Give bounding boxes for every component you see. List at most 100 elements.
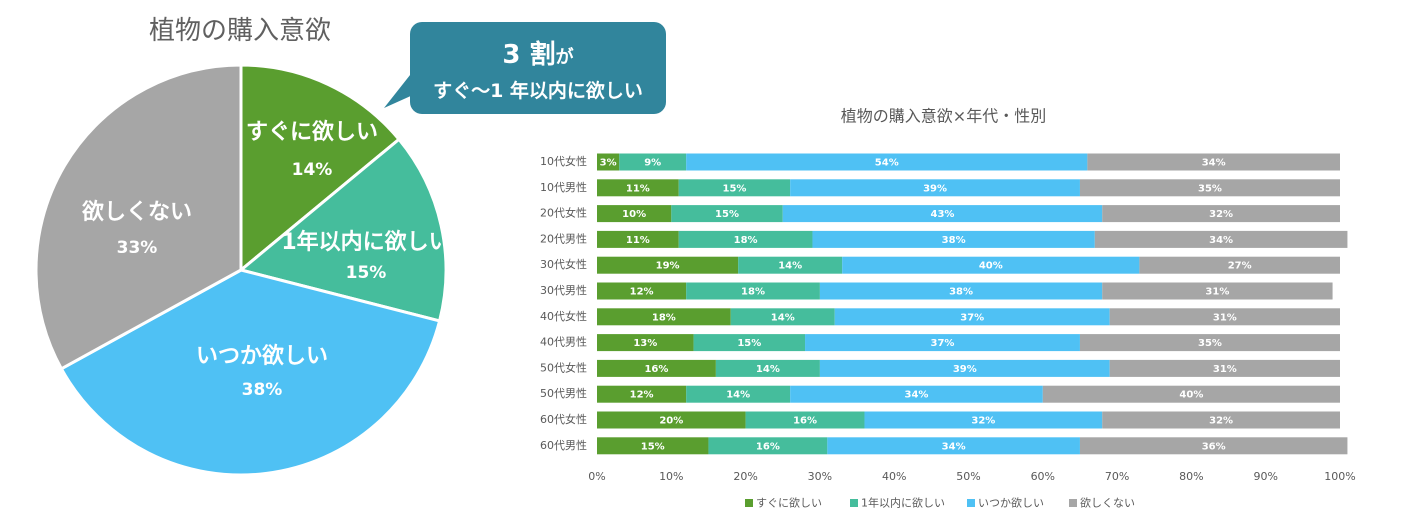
bar-data-label: 34% (905, 390, 929, 401)
bar-segment (597, 334, 694, 352)
bar-data-label: 15% (641, 441, 665, 452)
bar-data-label: 14% (778, 261, 802, 272)
pie-slice-value: 15% (346, 263, 387, 283)
bar-data-label: 15% (715, 209, 739, 220)
bar-data-label: 38% (949, 287, 973, 298)
category-label: 50代女性 (540, 360, 587, 374)
category-label: 60代女性 (540, 412, 587, 426)
bar-data-label: 16% (644, 364, 668, 375)
bar-data-label: 32% (1209, 209, 1233, 220)
bar-data-label: 12% (630, 390, 654, 401)
bar-data-label: 34% (942, 441, 966, 452)
bar-data-label: 35% (1198, 183, 1222, 194)
bar-data-label: 12% (630, 287, 654, 298)
bar-chart-title: 植物の購入意欲×年代・性別 (841, 107, 1046, 126)
category-label: 60代男性 (540, 438, 587, 452)
x-tick-label: 40% (882, 470, 906, 483)
bar-data-label: 32% (1209, 416, 1233, 427)
bar-segment (1109, 359, 1340, 377)
bar-data-label: 32% (971, 416, 995, 427)
x-tick-label: 20% (733, 470, 757, 483)
x-tick-label: 60% (1031, 470, 1055, 483)
pie-slice-label: 1年以内に欲しい (281, 229, 450, 255)
bar-segment (1102, 282, 1333, 300)
bar-data-label: 19% (656, 261, 680, 272)
bar-data-label: 15% (737, 338, 761, 349)
bar-segment (597, 411, 746, 429)
bar-segment (1102, 205, 1340, 223)
x-tick-label: 10% (659, 470, 683, 483)
pie-slice (34, 63, 243, 371)
bar-segment (686, 153, 1088, 171)
bar-segment (597, 385, 687, 403)
bar-segment (1102, 411, 1340, 429)
bar-data-label: 40% (979, 261, 1003, 272)
bar-data-label: 18% (741, 287, 765, 298)
bar-segment (686, 282, 820, 300)
legend-swatch (967, 499, 975, 507)
bar-segment (1079, 437, 1348, 455)
bar-segment (597, 230, 679, 248)
bar-data-label: 3% (600, 158, 617, 169)
pie-slice (59, 268, 442, 477)
bar-segment (671, 205, 783, 223)
bar-data-label: 14% (756, 364, 780, 375)
bar-segment (1139, 256, 1340, 274)
category-label: 30代男性 (540, 283, 587, 297)
legend-swatch (1069, 499, 1077, 507)
bar-data-label: 15% (722, 183, 746, 194)
pie-chart-title: 植物の購入意欲 (148, 16, 331, 46)
x-tick-label: 50% (956, 470, 980, 483)
bar-segment (834, 308, 1110, 326)
bar-data-label: 40% (1179, 390, 1203, 401)
callout-box: 3 割が すぐ〜1 年以内に欲しい (410, 22, 666, 114)
bar-segment (597, 359, 716, 377)
pie-slice-value: 14% (292, 160, 333, 180)
bar-segment (790, 385, 1043, 403)
bar-segment (597, 205, 672, 223)
bar-data-label: 11% (626, 235, 650, 246)
category-label: 50代男性 (540, 386, 587, 400)
bar-segment (738, 256, 843, 274)
bar-data-label: 18% (734, 235, 758, 246)
bar-segment (693, 334, 806, 352)
bar-segment (730, 308, 835, 326)
bar-data-label: 13% (633, 338, 657, 349)
pie-slice-value: 38% (242, 380, 283, 400)
legend-swatch (850, 499, 858, 507)
bar-data-label: 34% (1202, 158, 1226, 169)
category-label: 10代女性 (540, 154, 587, 168)
bar-segment (678, 230, 813, 248)
bar-data-label: 11% (626, 183, 650, 194)
pie-slice-label: すぐに欲しい (246, 119, 378, 145)
pie-slice-label: いつか欲しい (196, 343, 328, 369)
bar-data-label: 14% (771, 312, 795, 323)
bar-segment (819, 282, 1103, 300)
bar-segment (790, 179, 1080, 197)
bar-segment (1109, 308, 1340, 326)
bar-segment (864, 411, 1103, 429)
category-label: 40代女性 (540, 309, 587, 323)
bar-data-label: 38% (942, 235, 966, 246)
pie-slice-value: 33% (117, 238, 158, 258)
bar-data-label: 43% (931, 209, 955, 220)
legend-label: 1年以内に欲しい (861, 496, 945, 510)
bar-segment (597, 256, 739, 274)
bar-data-label: 31% (1213, 312, 1237, 323)
bar-segment (842, 256, 1140, 274)
bar-data-label: 37% (960, 312, 984, 323)
bar-segment (597, 153, 620, 171)
bar-segment (1094, 230, 1348, 248)
bar-data-label: 20% (659, 416, 683, 427)
callout-subline: すぐ〜1 年以内に欲しい (433, 80, 643, 102)
x-tick-label: 30% (808, 470, 832, 483)
bar-data-label: 39% (923, 183, 947, 194)
bar-segment (812, 230, 1095, 248)
bar-data-label: 16% (793, 416, 817, 427)
x-tick-label: 0% (588, 470, 605, 483)
bar-segment (597, 437, 709, 455)
bar-data-label: 31% (1205, 287, 1229, 298)
bar-data-label: 39% (953, 364, 977, 375)
bar-segment (819, 359, 1110, 377)
bar-segment (686, 385, 791, 403)
